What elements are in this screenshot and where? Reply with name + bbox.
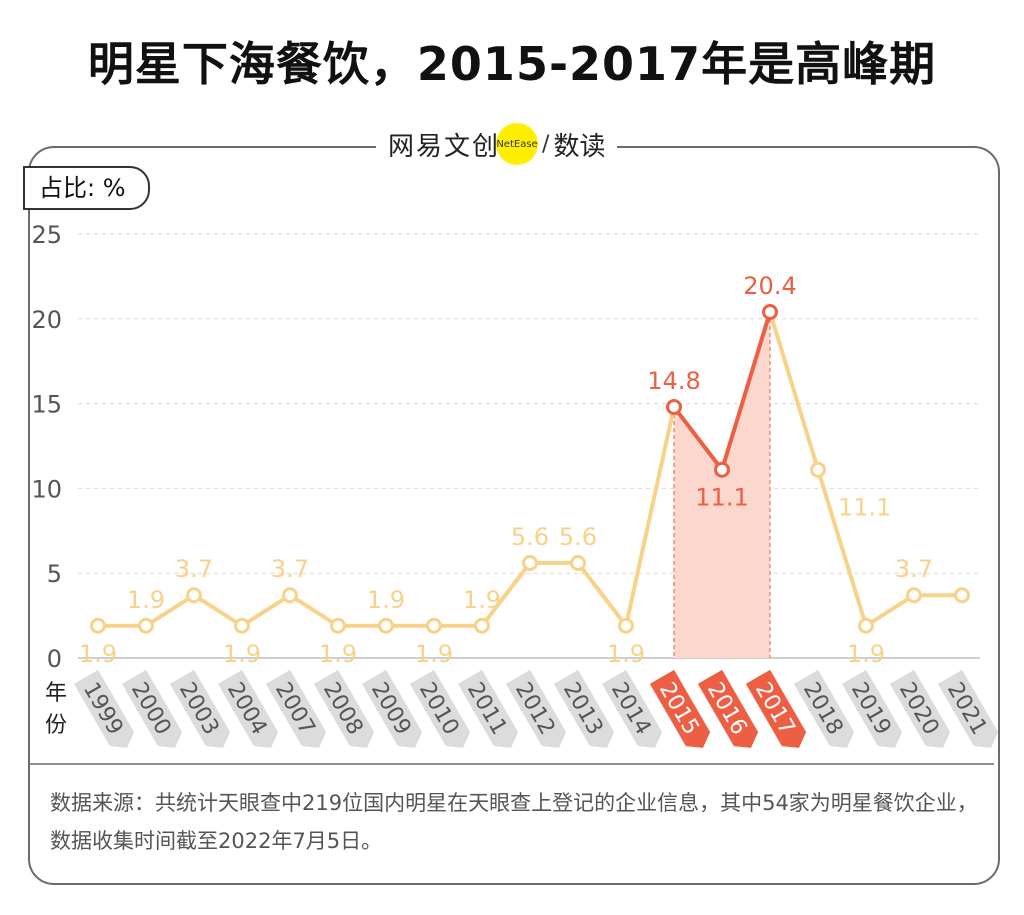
data-label: 11.1 bbox=[695, 484, 748, 512]
data-point bbox=[522, 555, 538, 572]
data-label: 1.9 bbox=[367, 586, 405, 614]
data-point bbox=[426, 617, 442, 634]
x-tick-tab-shape bbox=[505, 669, 567, 748]
x-tick-tab-shape bbox=[841, 669, 903, 748]
x-tick-tab-shape bbox=[745, 669, 807, 748]
x-tick-tab-shape bbox=[169, 669, 231, 748]
series-line-segment bbox=[288, 593, 340, 628]
x-tick-tab-shape bbox=[793, 669, 855, 748]
x-tick-tab-shape bbox=[361, 669, 423, 748]
x-tick-tab-shape bbox=[553, 669, 615, 748]
data-point bbox=[474, 617, 490, 634]
series-line-segment bbox=[672, 404, 724, 472]
chart-card bbox=[28, 146, 1000, 885]
data-point bbox=[714, 461, 730, 478]
x-tick-tab-shape bbox=[937, 669, 999, 748]
data-label: 3.7 bbox=[175, 555, 213, 583]
y-tick-label: 0 bbox=[47, 645, 62, 673]
series-line-segment bbox=[720, 310, 772, 472]
x-tick-tab-shape bbox=[649, 669, 711, 748]
data-point bbox=[666, 398, 682, 415]
brand-slash: / bbox=[542, 131, 550, 157]
x-tick-tab-shape bbox=[457, 669, 519, 748]
series-line-segment bbox=[144, 593, 196, 628]
data-label: 1.9 bbox=[415, 640, 453, 668]
data-label: 1.9 bbox=[319, 640, 357, 668]
data-label: 1.9 bbox=[847, 640, 885, 668]
series-line-segment bbox=[240, 593, 292, 628]
data-label: 11.1 bbox=[838, 494, 891, 522]
data-label: 1.9 bbox=[79, 640, 117, 668]
series-line-segment bbox=[624, 404, 676, 628]
data-point bbox=[858, 617, 874, 634]
data-label: 1.9 bbox=[127, 586, 165, 614]
data-point bbox=[90, 617, 106, 634]
x-tick-tab-shape bbox=[217, 669, 279, 748]
data-label: 3.7 bbox=[895, 555, 933, 583]
data-label: 20.4 bbox=[743, 272, 796, 300]
data-label: 1.9 bbox=[607, 640, 645, 668]
data-label: 3.7 bbox=[271, 555, 309, 583]
series-line-segment bbox=[576, 561, 628, 628]
series-line-segment bbox=[816, 467, 868, 628]
data-point bbox=[762, 304, 778, 321]
data-label: 5.6 bbox=[559, 523, 597, 551]
series-line-segment bbox=[864, 593, 916, 628]
data-label: 14.8 bbox=[647, 367, 700, 395]
y-tick-label: 15 bbox=[31, 391, 62, 419]
data-point bbox=[186, 587, 202, 604]
x-axis-label-char: 年 bbox=[45, 681, 67, 706]
data-point bbox=[618, 617, 634, 634]
x-tick-tab-shape bbox=[601, 669, 663, 748]
data-point bbox=[234, 617, 250, 634]
y-tick-label: 20 bbox=[31, 306, 62, 334]
data-point bbox=[906, 587, 922, 604]
y-tick-label: 5 bbox=[47, 560, 62, 588]
x-tick-tab-shape bbox=[889, 669, 951, 748]
x-tick-tab-shape bbox=[265, 669, 327, 748]
data-label: 1.9 bbox=[223, 640, 261, 668]
y-tick-label: 10 bbox=[31, 475, 62, 503]
data-label: 1.9 bbox=[463, 586, 501, 614]
data-point bbox=[138, 617, 154, 634]
x-tick-tab-shape bbox=[313, 669, 375, 748]
data-point bbox=[810, 461, 826, 478]
data-point bbox=[330, 617, 346, 634]
brand-subname: 数读 bbox=[553, 131, 606, 162]
data-point bbox=[954, 587, 970, 604]
data-label: 5.6 bbox=[511, 523, 549, 551]
y-axis-unit-label: 占比: % bbox=[23, 166, 150, 210]
source-note: 数据来源：共统计天眼查中219位国内明星在天眼查上登记的企业信息，其中54家为明… bbox=[50, 791, 978, 853]
brand-logo: 网易文创 NetEase / 数读 bbox=[376, 122, 618, 166]
data-point bbox=[378, 617, 394, 634]
highlight-area bbox=[674, 312, 770, 658]
chart-title: 明星下海餐饮，2015-2017年是高峰期 bbox=[87, 37, 937, 91]
x-axis-label-char: 份 bbox=[45, 713, 67, 738]
x-tick-tab-shape bbox=[409, 669, 471, 748]
data-point bbox=[570, 555, 586, 572]
series-line-segment bbox=[768, 310, 820, 472]
brand-badge: NetEase bbox=[496, 123, 539, 165]
brand-name: 网易文创 bbox=[388, 131, 501, 162]
x-tick-tab-shape bbox=[697, 669, 759, 748]
x-tick-tab-shape bbox=[121, 669, 183, 748]
x-tick-tab: 2021 bbox=[937, 669, 999, 748]
series-line-segment bbox=[192, 593, 244, 628]
data-point bbox=[282, 587, 298, 604]
series-line-segment bbox=[480, 561, 532, 628]
y-tick-label: 25 bbox=[31, 221, 62, 249]
x-tick-tab-shape bbox=[73, 669, 135, 748]
